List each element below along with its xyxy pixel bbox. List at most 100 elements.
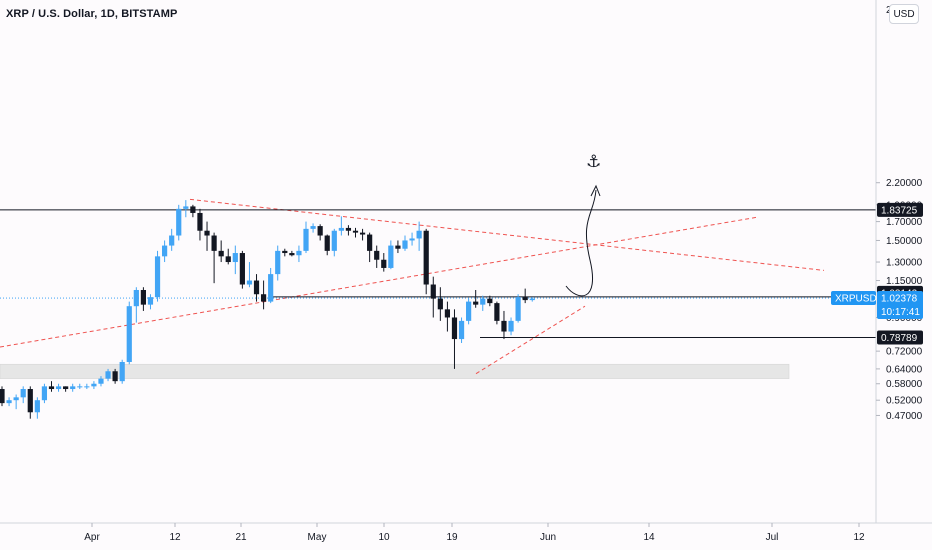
candle (162, 240, 168, 263)
candle-body (77, 386, 83, 388)
time-tick-label: May (308, 532, 327, 543)
candle-body (154, 256, 161, 298)
support-price-tag-bg (877, 330, 923, 345)
candle-body (105, 371, 111, 379)
candle (34, 397, 40, 419)
candle (154, 250, 161, 302)
candle (183, 200, 189, 218)
time-axis[interactable]: Apr 12 21 May 10 19 Jun 14 Jul 12 (0, 522, 932, 543)
candle-body (522, 297, 528, 301)
candle (77, 383, 83, 390)
candle (119, 359, 125, 384)
candle-body (416, 230, 422, 239)
time-tick-label: 14 (643, 532, 655, 543)
candle (204, 221, 210, 251)
candle-body (310, 226, 316, 229)
candle-layer (0, 200, 535, 419)
price-tick-label: 0.64000 (886, 364, 923, 375)
candle-body (0, 389, 5, 404)
candle (169, 228, 175, 251)
price-axis[interactable]: 2.200001.900001.700001.500001.300001.150… (875, 0, 923, 523)
time-tick-label: Apr (84, 532, 100, 543)
candle-body (480, 298, 486, 305)
trendline-rising-lows[interactable] (475, 305, 586, 375)
price-tick-label: 1.50000 (886, 236, 923, 247)
candle-body (147, 297, 154, 305)
time-tick-label: 21 (235, 532, 247, 543)
candle-body (41, 386, 48, 401)
candle (487, 295, 493, 307)
candle-body (430, 284, 436, 299)
candle-body (98, 378, 104, 384)
candle-body (232, 253, 238, 263)
candle-body (63, 386, 69, 390)
candle-body (169, 235, 175, 246)
candle (70, 383, 76, 392)
candle-body (381, 259, 387, 268)
candle-body (70, 386, 76, 390)
candle (374, 245, 380, 268)
candle-body (402, 240, 408, 249)
candle (197, 208, 203, 241)
candle-body (119, 361, 125, 382)
candle-body (253, 280, 260, 295)
time-tick-label: 19 (446, 532, 458, 543)
candle-body (260, 294, 267, 302)
candle (48, 381, 55, 392)
symbol-tag: XRPUSD (831, 291, 877, 306)
candle (246, 262, 253, 288)
trendline-descending-resistance[interactable] (189, 198, 825, 271)
price-tick-label: 0.47000 (886, 411, 923, 422)
candle-body (20, 389, 26, 398)
candle-body (458, 320, 465, 340)
candle-body (246, 280, 253, 285)
trendline-ascending-support[interactable] (0, 216, 758, 348)
currency-button[interactable]: USD (889, 4, 919, 24)
countdown-text: 10:17:41 (881, 307, 920, 318)
candle (239, 250, 245, 289)
candle (515, 294, 521, 323)
candle (402, 235, 408, 251)
candle-body (282, 250, 288, 254)
candle-body (112, 371, 118, 382)
candle-body (444, 309, 451, 318)
candle-body (345, 227, 352, 231)
candle (98, 376, 104, 387)
candle (176, 204, 182, 241)
candle (275, 245, 281, 281)
candle-body (395, 245, 401, 249)
candle (458, 317, 465, 343)
projection-path (565, 189, 597, 297)
support-price-tag-text: 0.78789 (881, 333, 918, 344)
candle (381, 253, 387, 272)
candle-body (211, 235, 217, 251)
candle-body (494, 303, 500, 321)
candle (494, 301, 500, 325)
price-tick-label: 2.20000 (886, 178, 923, 189)
candle (430, 276, 436, 318)
candle-body (388, 245, 394, 268)
candle-body (183, 206, 189, 209)
candle (473, 289, 479, 308)
candle (268, 267, 274, 304)
candle-body (423, 230, 429, 285)
candle-body (27, 389, 33, 413)
price-tick-label: 0.72000 (886, 347, 923, 358)
candle (352, 227, 359, 238)
candle-body (331, 230, 337, 251)
candle-body (34, 400, 40, 413)
candle (317, 224, 323, 241)
candle (126, 301, 132, 365)
candle-body (133, 289, 139, 307)
resistance-price-tag-text: 1.83725 (881, 205, 918, 216)
candle (63, 386, 69, 392)
candle (218, 240, 224, 263)
price-tag-layer: 1.837251.031420.78789XRPUSD1.0237810:17:… (831, 202, 923, 345)
candle (55, 383, 62, 392)
candle-body (324, 235, 330, 251)
candle-body (48, 386, 55, 390)
time-tick-label: Jun (540, 532, 556, 543)
candle (147, 294, 154, 310)
candle-body (515, 297, 521, 321)
